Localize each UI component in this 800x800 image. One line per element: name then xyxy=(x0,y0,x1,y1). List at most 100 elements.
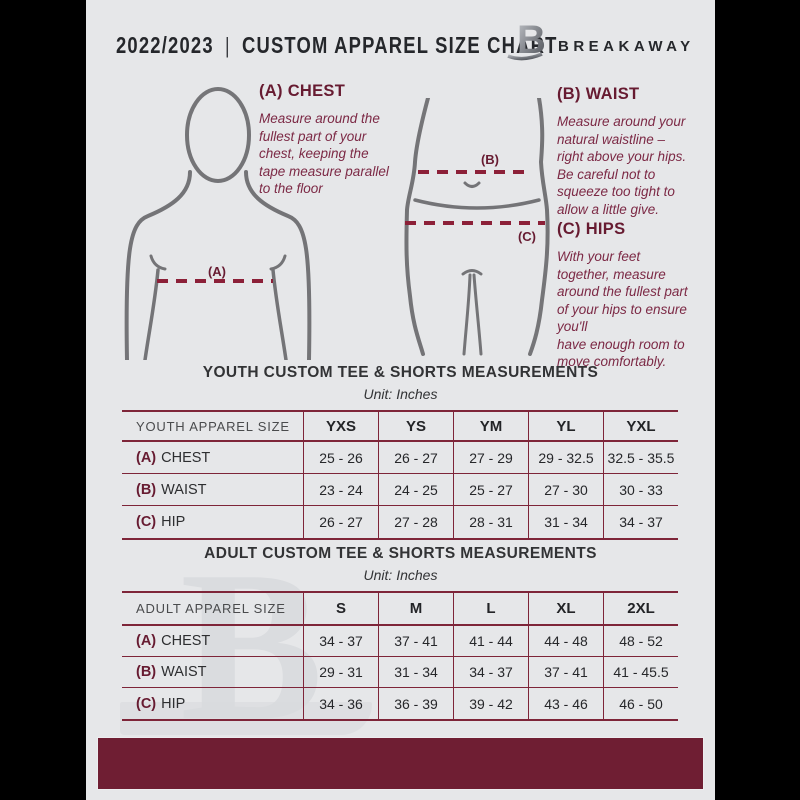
cell-value: 31 - 34 xyxy=(378,657,453,688)
size-chart-page: B 2022/2023 | CUSTOM APPAREL SIZE CHART B … xyxy=(86,0,715,800)
cell-value: 48 - 52 xyxy=(603,626,678,657)
breakaway-logo-icon: B xyxy=(507,18,546,62)
brand-watermark-swoosh xyxy=(120,702,372,735)
cell-value: 24 - 25 xyxy=(378,474,453,506)
youth-size-table: YOUTH APPAREL SIZE YXS YS YM YL YXL (A) C… xyxy=(122,410,678,540)
chest-instruction-body: Measure around the fullest part of your … xyxy=(259,111,389,196)
cell-value: 25 - 26 xyxy=(303,442,378,474)
row-label: (C) HIP xyxy=(122,506,303,538)
cell-value: 32.5 - 35.5 xyxy=(603,442,678,474)
cell-value: 43 - 46 xyxy=(528,688,603,719)
row-label-text: CHEST xyxy=(161,449,211,466)
cell-value: 27 - 30 xyxy=(528,474,603,506)
row-label-prefix: (B) xyxy=(136,481,157,498)
column-header: YXS xyxy=(303,412,378,442)
cell-value: 26 - 27 xyxy=(303,506,378,538)
cell-value: 29 - 31 xyxy=(303,657,378,688)
cell-value: 41 - 45.5 xyxy=(603,657,678,688)
left-inner-leg xyxy=(462,273,472,356)
column-header: YS xyxy=(378,412,453,442)
waist-marker-label: (B) xyxy=(481,152,499,167)
cell-value: 37 - 41 xyxy=(528,657,603,688)
youth-section-unit: Unit: Inches xyxy=(363,386,438,402)
adult-section-title: ADULT CUSTOM TEE & SHORTS MEASUREMENTS xyxy=(204,545,597,562)
row-label: (A) CHEST xyxy=(122,442,303,474)
column-header: L xyxy=(453,593,528,626)
row-label: (C) HIP xyxy=(122,688,303,719)
row-label-prefix: (C) xyxy=(136,695,157,712)
row-label-prefix: (B) xyxy=(136,664,157,680)
column-header: YXL xyxy=(603,412,678,442)
row-label-text: HIP xyxy=(161,514,186,530)
cell-value: 29 - 32.5 xyxy=(528,442,603,474)
column-header: M xyxy=(378,593,453,626)
column-header: S xyxy=(303,593,378,626)
hip-curve xyxy=(413,198,541,210)
row-label-prefix: (C) xyxy=(136,514,157,530)
row-label-prefix: (A) xyxy=(136,633,157,649)
page-title: CUSTOM APPAREL SIZE CHART xyxy=(241,32,558,58)
column-header: YOUTH APPAREL SIZE xyxy=(122,412,303,442)
left-inner-arm-outline xyxy=(143,268,160,360)
brand-name: BREAKAWAY xyxy=(558,37,695,55)
cell-value: 26 - 27 xyxy=(378,442,453,474)
youth-section-title: YOUTH CUSTOM TEE & SHORTS MEASUREMENTS xyxy=(202,364,599,381)
right-inner-leg xyxy=(472,273,483,356)
cell-value: 34 - 37 xyxy=(603,506,678,538)
row-label-text: HIP xyxy=(161,695,186,712)
column-header: YL xyxy=(528,412,603,442)
navel-mark xyxy=(463,181,481,188)
waist-instruction-heading: (B) WAIST xyxy=(557,85,640,103)
head-outline xyxy=(185,87,251,183)
document-title: 2022/2023 | CUSTOM APPAREL SIZE CHART xyxy=(116,32,558,59)
cell-value: 27 - 28 xyxy=(378,506,453,538)
right-shoulder-arm-outline xyxy=(244,170,312,360)
left-shoulder-arm-outline xyxy=(124,170,192,360)
cell-value: 31 - 34 xyxy=(528,506,603,538)
cell-value: 28 - 31 xyxy=(453,506,528,538)
waist-instruction: (B) WAIST Measure around your natural wa… xyxy=(557,85,713,218)
row-label-text: WAIST xyxy=(161,664,207,680)
cell-value: 34 - 37 xyxy=(303,626,378,657)
row-label-text: WAIST xyxy=(161,481,207,498)
title-divider: | xyxy=(224,33,231,58)
chest-instruction: (A) CHEST Measure around the fullest par… xyxy=(259,82,421,198)
hips-instruction: (C) HIPS With your feet together, measur… xyxy=(557,220,713,371)
cell-value: 41 - 44 xyxy=(453,626,528,657)
chest-marker-label: (A) xyxy=(208,264,226,279)
adult-size-table: ADULT APPAREL SIZE S M L XL 2XL (A) CHEST… xyxy=(122,591,678,721)
upper-body-diagram: (A) xyxy=(124,87,312,360)
cell-value: 36 - 39 xyxy=(378,688,453,719)
lower-body-diagram: (B) (C) xyxy=(404,98,550,356)
right-armpit-mark xyxy=(269,254,287,271)
cell-value: 30 - 33 xyxy=(603,474,678,506)
row-label-text: CHEST xyxy=(161,633,211,649)
cell-value: 39 - 42 xyxy=(453,688,528,719)
cell-value: 23 - 24 xyxy=(303,474,378,506)
right-inner-arm-outline xyxy=(271,268,288,360)
crotch-curve xyxy=(461,269,483,276)
hip-marker-label: (C) xyxy=(518,229,536,244)
hips-instruction-heading: (C) HIPS xyxy=(557,220,626,238)
left-armpit-mark xyxy=(149,254,167,271)
cell-value: 34 - 36 xyxy=(303,688,378,719)
row-label: (A) CHEST xyxy=(122,626,303,657)
column-header: 2XL xyxy=(603,593,678,626)
chest-instruction-heading: (A) CHEST xyxy=(259,82,346,100)
row-label-prefix: (A) xyxy=(136,449,157,466)
footer-bar xyxy=(98,738,703,789)
column-header: YM xyxy=(453,412,528,442)
column-header: XL xyxy=(528,593,603,626)
season-year: 2022/2023 xyxy=(116,32,214,58)
cell-value: 46 - 50 xyxy=(603,688,678,719)
cell-value: 27 - 29 xyxy=(453,442,528,474)
row-label: (B) WAIST xyxy=(122,657,303,688)
brand-block: B BREAKAWAY xyxy=(506,16,695,62)
cell-value: 44 - 48 xyxy=(528,626,603,657)
hips-instruction-body: With your feet together, measure around … xyxy=(557,249,688,369)
left-torso-leg-outline xyxy=(404,98,430,356)
column-header: ADULT APPAREL SIZE xyxy=(122,593,303,626)
cell-value: 37 - 41 xyxy=(378,626,453,657)
adult-section-unit: Unit: Inches xyxy=(363,567,438,583)
